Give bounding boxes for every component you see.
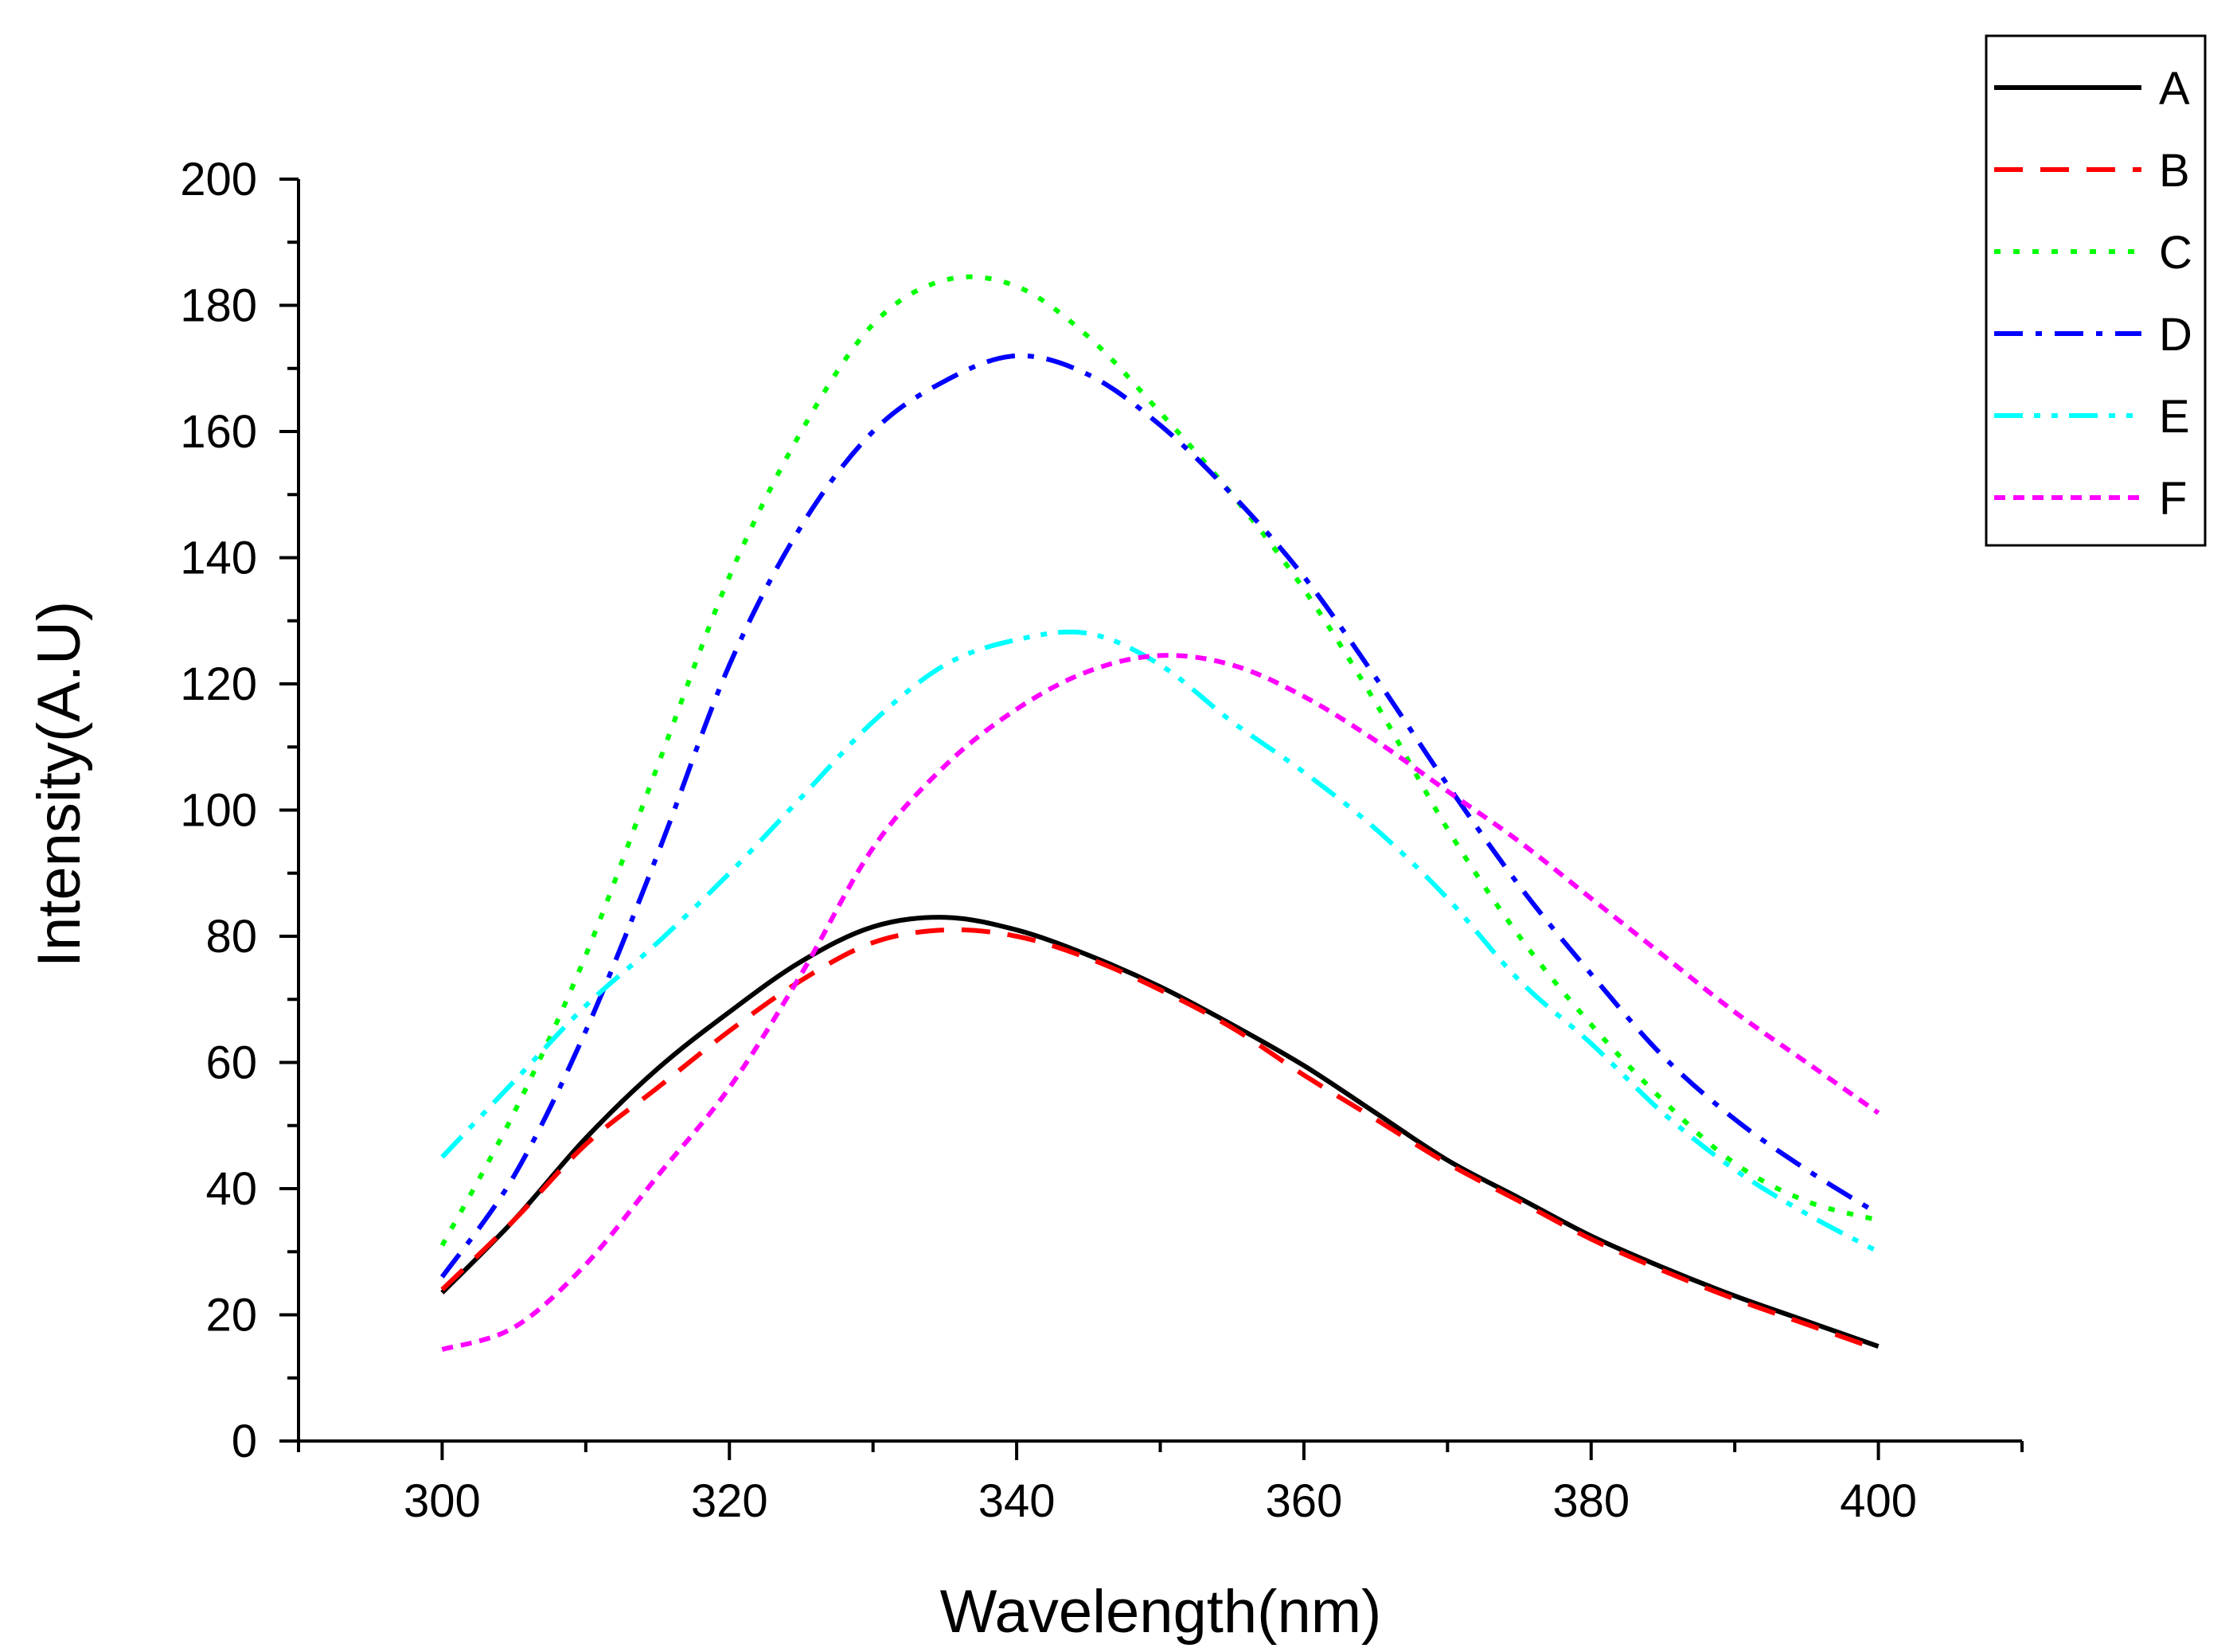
x-axis-title: Wavelength(nm) [940,1578,1382,1646]
series-line-d [439,353,1880,1279]
y-tick-label: 60 [205,1037,257,1089]
legend-label-e: E [2159,391,2190,443]
y-tick-label: 200 [180,154,257,205]
x-tick-label: 340 [978,1475,1056,1527]
y-tick-label: 140 [180,533,257,584]
series-line-c [439,274,1880,1247]
y-tick-label: 20 [205,1290,257,1342]
series-line-b [440,927,1880,1352]
legend-label-b: B [2159,145,2190,197]
legend-label-c: C [2159,227,2192,279]
x-tick-label: 380 [1552,1475,1630,1527]
legend-label-d: D [2159,309,2192,361]
legend-label-a: A [2159,63,2190,115]
y-tick-label: 80 [205,911,257,963]
y-tick-label: 160 [180,406,257,458]
y-tick-label: 0 [232,1416,257,1467]
x-tick-label: 400 [1840,1475,1917,1527]
series-line-f [441,653,1880,1352]
series-lines [439,274,1880,1352]
y-tick-label: 120 [180,658,257,710]
x-ticks: 300 320 340 360 380 400 [297,1441,2024,1527]
series-line-e [440,629,1880,1254]
y-tick-label: 40 [205,1163,257,1215]
legend-box [1985,34,2207,547]
y-axis-title: Intensity(A.U) [25,601,93,967]
y-ticks: 0 20 40 60 80 100 120 140 160 180 200 [180,154,299,1467]
y-tick-label: 100 [180,785,257,837]
x-tick-label: 300 [404,1475,481,1527]
legend-label-f: F [2159,473,2187,525]
x-tick-label: 320 [691,1475,768,1527]
series-line-a [440,915,1880,1349]
y-tick-label: 180 [180,280,257,332]
x-tick-label: 360 [1266,1475,1343,1527]
